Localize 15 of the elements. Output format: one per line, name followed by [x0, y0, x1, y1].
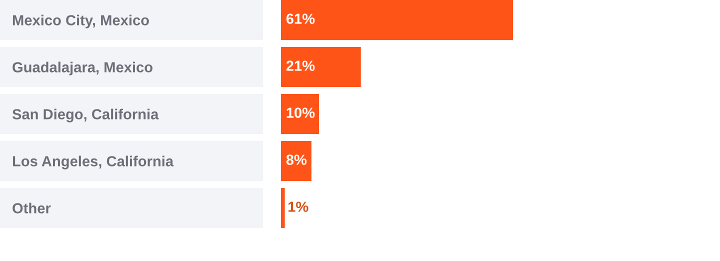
y-tick-label: Los Angeles, California [12, 156, 174, 170]
y-tick-label: Guadalajara, Mexico [12, 62, 152, 76]
data-label: 10% [286, 108, 315, 118]
y-tick-label: Mexico City, Mexico [12, 14, 149, 28]
bar [281, 47, 361, 87]
data-label: 8% [286, 154, 307, 165]
bar [281, 94, 320, 134]
y-tick-label: Other [12, 202, 51, 214]
data-label: 1% [288, 202, 308, 212]
y-tick-label: San Diego, California [12, 108, 159, 122]
bar [281, 0, 513, 40]
data-label: 61% [286, 14, 315, 24]
data-label: 21% [286, 60, 315, 71]
bar [281, 188, 285, 228]
bar [281, 141, 312, 181]
